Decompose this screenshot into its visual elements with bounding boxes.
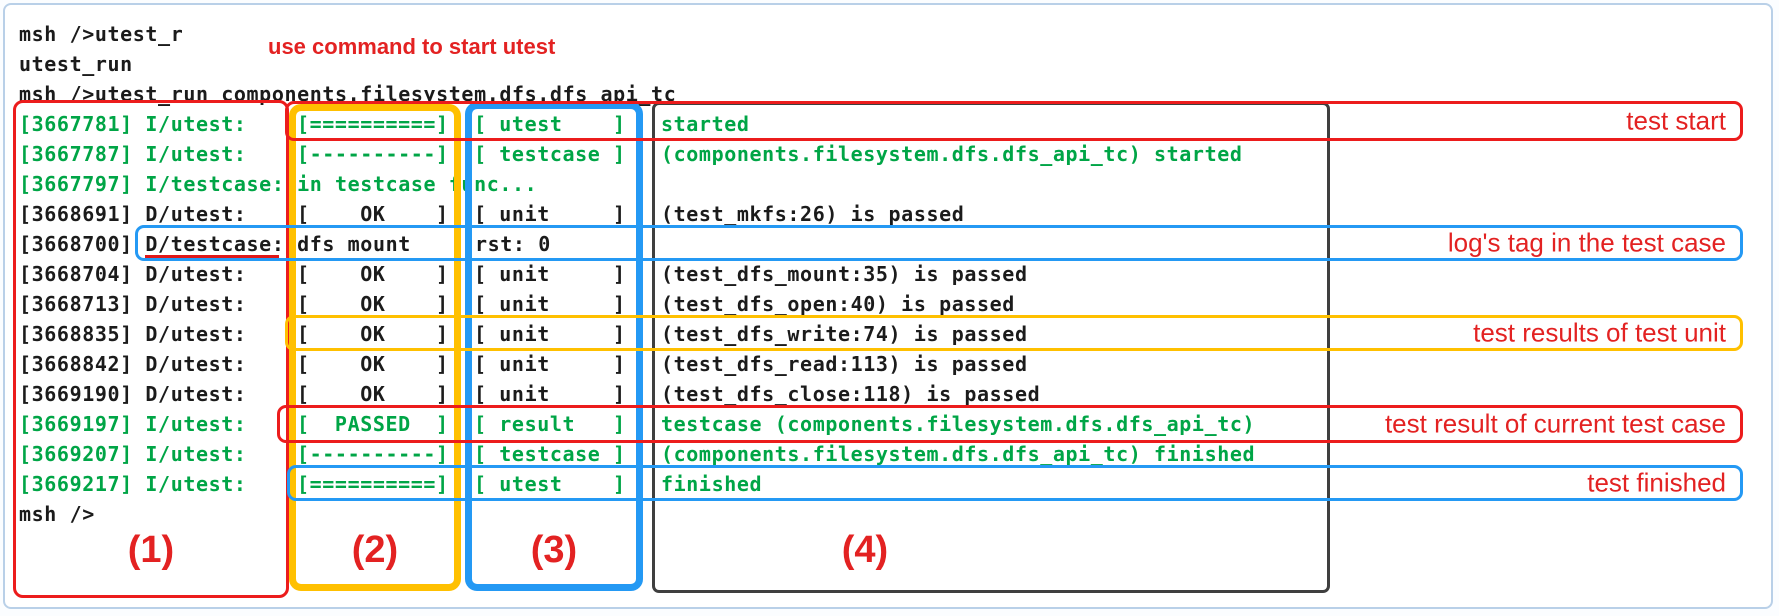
log-message: (test_dfs_mount:35) is passed <box>661 262 1028 286</box>
region-label-3: (3) <box>530 529 578 571</box>
log-text: utest_run <box>19 52 133 76</box>
log-text: msh /> <box>19 502 95 526</box>
log-message: (test_dfs_close:118) is passed <box>661 382 1041 406</box>
log-group: [ unit ] <box>474 292 626 316</box>
log-text-tail: rst: 0 <box>475 232 551 256</box>
log-group: [ result ] <box>474 412 626 436</box>
log-time-tag: [3669190] D/utest: <box>19 382 247 406</box>
log-group: [ unit ] <box>474 382 626 406</box>
log-time-tag: [3668835] D/utest: <box>19 322 247 346</box>
log-message: finished <box>661 472 763 496</box>
log-status: [ OK ] <box>297 352 449 376</box>
log-status: [ OK ] <box>297 382 449 406</box>
log-status: [----------] <box>297 142 449 166</box>
test-finished-label: test finished <box>1587 467 1726 498</box>
top-note: use command to start utest <box>268 34 556 59</box>
log-group: [ utest ] <box>474 112 626 136</box>
case-result-label: test result of current test case <box>1384 408 1726 439</box>
log-group: [ testcase ] <box>474 142 626 166</box>
log-tag-label: log's tag in the test case <box>1447 227 1726 258</box>
log-message: (test_mkfs:26) is passed <box>661 202 965 226</box>
case-result-annotation-box: test result of current test case <box>277 405 1743 443</box>
region-label-1: (1) <box>127 529 175 571</box>
tag-underline <box>145 255 279 258</box>
log-message: (components.filesystem.dfs.dfs_api_tc) s… <box>661 142 1243 166</box>
log-time-tag: [3668713] D/utest: <box>19 292 247 316</box>
log-time-tag: [3668704] D/utest: <box>19 262 247 286</box>
log-time-tag: [3668842] D/utest: <box>19 352 247 376</box>
log-status: [ OK ] <box>297 202 449 226</box>
log-text: msh />utest_r <box>19 22 184 46</box>
unit-results-label: test results of test unit <box>1473 317 1726 348</box>
column-1-timestamp-box <box>13 100 289 598</box>
log-status: [==========] <box>297 472 449 496</box>
log-status: [ OK ] <box>297 292 449 316</box>
log-group: [ unit ] <box>474 262 626 286</box>
log-time-tag: [3667781] I/utest: <box>19 112 247 136</box>
terminal-screen[interactable]: msh />utest_r utest_run msh />utest_run co… <box>5 5 1771 607</box>
log-time-tag: [3669217] I/utest: <box>19 472 247 496</box>
log-status: [==========] <box>297 112 449 136</box>
log-time-tag: [3667787] I/utest: <box>19 142 247 166</box>
test-start-label: test start <box>1626 105 1726 136</box>
region-label-2: (2) <box>351 529 399 571</box>
console-window-frame: msh />utest_r utest_run msh />utest_run co… <box>3 3 1773 609</box>
log-group: [ unit ] <box>474 202 626 226</box>
log-group: [ unit ] <box>474 352 626 376</box>
log-status: [ PASSED ] <box>297 412 449 436</box>
log-message: testcase (components.filesystem.dfs.dfs_… <box>661 412 1256 436</box>
log-message: (components.filesystem.dfs.dfs_api_tc) f… <box>661 442 1256 466</box>
log-message: (test_dfs_read:113) is passed <box>661 352 1028 376</box>
log-message: (test_dfs_open:40) is passed <box>661 292 1015 316</box>
log-group: [ testcase ] <box>474 442 626 466</box>
log-status: [ OK ] <box>297 262 449 286</box>
log-text: [3667797] I/testcase: in testcase func..… <box>19 172 538 196</box>
log-time-tag: [3668691] D/utest: <box>19 202 247 226</box>
column-3-group-box <box>465 102 643 591</box>
log-text: [3668700] D/testcase: dfs mount <box>19 232 411 256</box>
log-tag-annotation-box: log's tag in the test case <box>135 225 1743 261</box>
log-time-tag: [3669207] I/utest: <box>19 442 247 466</box>
region-label-4: (4) <box>841 529 889 571</box>
test-finished-annotation-box: test finished <box>287 465 1743 501</box>
log-status: [----------] <box>297 442 449 466</box>
log-group: [ unit ] <box>474 322 626 346</box>
log-message: started <box>661 112 750 136</box>
unit-results-annotation-box: test results of test unit <box>285 315 1743 351</box>
log-time-tag: [3669197] I/utest: <box>19 412 247 436</box>
log-status: [ OK ] <box>297 322 449 346</box>
test-start-annotation-box: test start <box>285 101 1743 141</box>
log-message: (test_dfs_write:74) is passed <box>661 322 1028 346</box>
log-group: [ utest ] <box>474 472 626 496</box>
